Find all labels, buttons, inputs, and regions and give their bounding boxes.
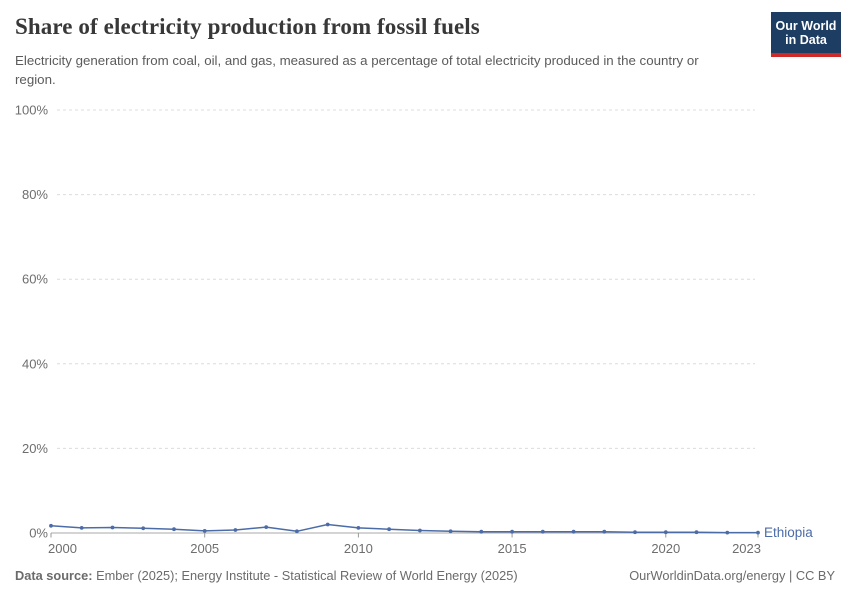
series-line-ethiopia: [50, 523, 758, 534]
y-tick-label: 20%: [22, 441, 48, 456]
data-point-2004: [172, 527, 176, 532]
data-point-2023: [756, 530, 760, 535]
chart-title: Share of electricity production from fos…: [15, 14, 480, 39]
data-point-2017: [571, 529, 576, 534]
data-point-2002: [110, 525, 115, 530]
data-point-2022: [725, 530, 730, 535]
data-point-2011: [387, 527, 391, 532]
x-tick-label: 2015: [498, 541, 527, 556]
data-source-text: Ember (2025); Energy Institute - Statist…: [96, 568, 518, 583]
data-point-2015: [510, 529, 514, 534]
data-point-2016: [540, 529, 545, 534]
x-tick-label: 2000: [48, 541, 77, 556]
data-point-2021: [694, 530, 699, 535]
y-tick-label: 100%: [15, 103, 49, 118]
data-point-2012: [418, 528, 422, 533]
data-point-2006: [233, 528, 238, 532]
owid-logo-line2: in Data: [785, 33, 827, 47]
data-source-label: Data source:: [15, 568, 93, 583]
series-label-ethiopia: Ethiopia: [764, 525, 813, 540]
data-source: Data source: Ember (2025); Energy Instit…: [15, 568, 518, 583]
data-point-2014: [479, 529, 484, 534]
data-point-2020: [663, 530, 668, 535]
data-point-2008: [295, 529, 299, 534]
data-point-2000: [49, 523, 53, 528]
data-point-2007: [264, 525, 269, 529]
x-tick-label: 2023: [732, 541, 761, 556]
chart-subtitle: Electricity generation from coal, oil, a…: [15, 53, 699, 87]
chart-footer: Data source: Ember (2025); Energy Instit…: [15, 568, 835, 583]
y-tick-label: 40%: [22, 356, 48, 371]
y-tick-label: 80%: [22, 187, 48, 202]
owid-logo: Our World in Data: [771, 12, 841, 57]
footer-attribution: OurWorldinData.org/energy | CC BY: [629, 568, 835, 583]
y-tick-label: 60%: [22, 272, 48, 287]
line-chart: 0% 20% 40% 60% 80% 100% 2000 2005 2010 2015 2020 20…: [15, 103, 814, 557]
data-point-2013: [448, 529, 453, 534]
data-point-2010: [356, 526, 361, 530]
owid-logo-line1: Our World: [775, 19, 837, 33]
data-point-2018: [602, 529, 607, 534]
x-tick-label: 2005: [190, 541, 219, 556]
data-point-2005: [202, 529, 207, 533]
x-tick-label: 2020: [651, 541, 680, 556]
data-point-2001: [79, 526, 84, 530]
data-point-2003: [141, 526, 146, 531]
data-point-2009: [325, 522, 330, 527]
data-point-2019: [633, 530, 637, 535]
y-tick-label: 0%: [29, 526, 48, 541]
x-tick-label: 2010: [344, 541, 373, 556]
